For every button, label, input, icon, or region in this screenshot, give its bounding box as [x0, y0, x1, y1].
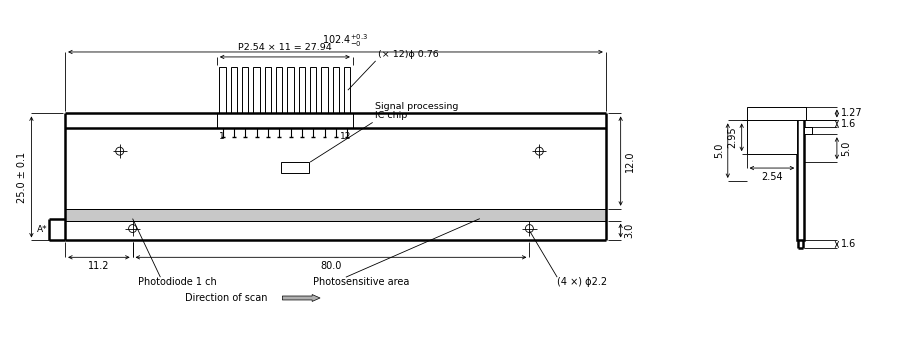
Text: 5.0: 5.0 [841, 140, 851, 156]
Text: Photodiode 1 ch: Photodiode 1 ch [138, 277, 217, 287]
Bar [219, 67, 226, 113]
Text: 1: 1 [219, 132, 225, 141]
Text: 1.27: 1.27 [841, 109, 863, 118]
Text: (× 12)ϕ 0.76: (× 12)ϕ 0.76 [377, 50, 438, 59]
Bar [333, 67, 339, 113]
Text: A*: A* [36, 225, 47, 234]
Bar [65, 209, 606, 221]
Bar [321, 67, 327, 113]
Text: 3.0: 3.0 [625, 223, 635, 238]
Text: 2.95: 2.95 [727, 127, 737, 148]
Text: 12: 12 [339, 132, 351, 141]
FancyArrow shape [282, 294, 320, 301]
Bar [298, 67, 305, 113]
Bar [253, 67, 259, 113]
Text: 1.6: 1.6 [841, 239, 856, 249]
Bar [217, 113, 353, 128]
Bar [230, 67, 237, 113]
Text: 25.0 ± 0.1: 25.0 ± 0.1 [17, 152, 27, 202]
Bar [344, 67, 350, 113]
Text: Direction of scan: Direction of scan [185, 293, 268, 303]
Bar [805, 127, 812, 134]
Bar [797, 113, 805, 240]
Bar [281, 162, 309, 173]
Text: 1.6: 1.6 [841, 119, 856, 129]
Bar [265, 67, 271, 113]
Bar [746, 120, 797, 154]
Text: Signal processing: Signal processing [375, 101, 458, 110]
Bar [746, 107, 806, 120]
Text: 11.2: 11.2 [88, 261, 110, 271]
Bar [288, 67, 294, 113]
Text: 12.0: 12.0 [625, 151, 635, 172]
Text: IC chip: IC chip [375, 111, 407, 120]
Text: P2.54 × 11 = 27.94: P2.54 × 11 = 27.94 [238, 43, 332, 52]
Bar [242, 67, 249, 113]
Bar [310, 67, 317, 113]
Text: $102.4^{+0.3}_{-0}$: $102.4^{+0.3}_{-0}$ [322, 32, 368, 49]
Text: (4 ×) ϕ2.2: (4 ×) ϕ2.2 [557, 277, 608, 287]
Text: Photosensitive area: Photosensitive area [313, 277, 409, 287]
Text: 80.0: 80.0 [320, 261, 342, 271]
Text: 5.0: 5.0 [714, 143, 724, 158]
Bar [276, 67, 282, 113]
Text: 2.54: 2.54 [761, 172, 783, 182]
